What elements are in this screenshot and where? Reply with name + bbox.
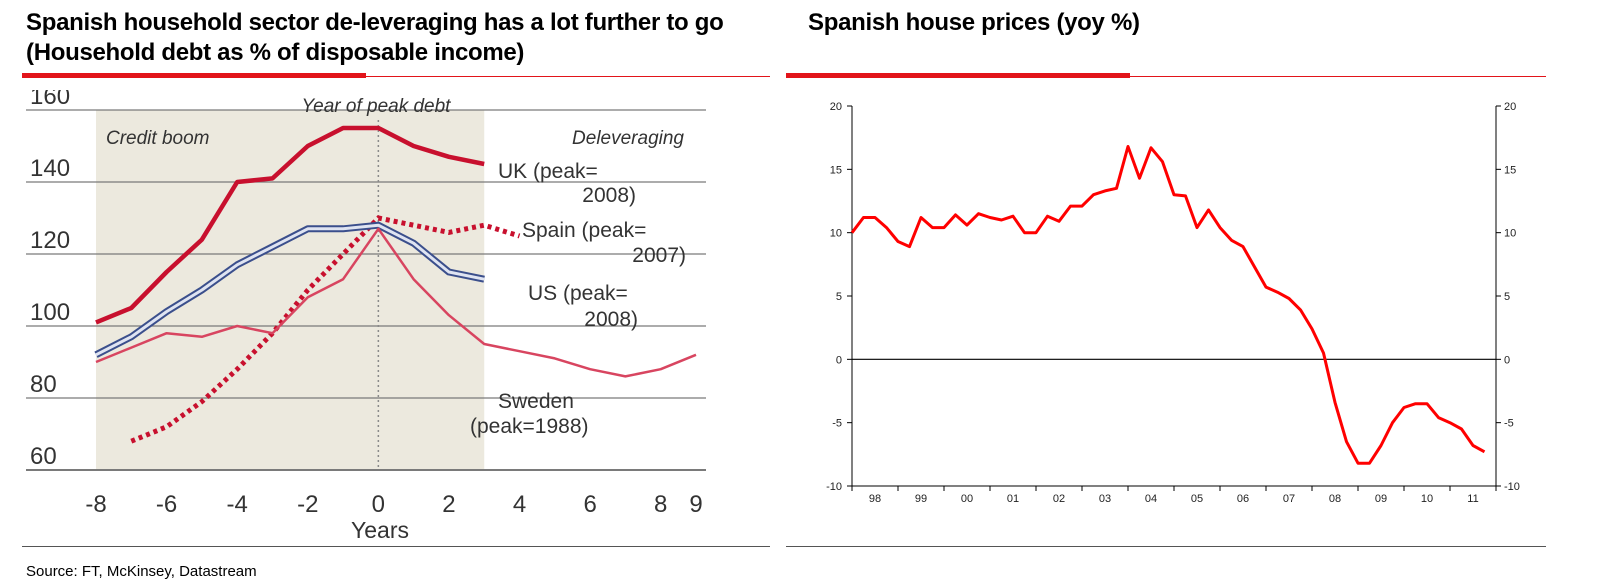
y-tick-right-20: 20 xyxy=(1504,101,1516,113)
x-tick-8: 8 xyxy=(654,491,667,518)
source-note: Source: FT, McKinsey, Datastream xyxy=(26,563,257,580)
us-label-line1: US (peak= xyxy=(528,282,628,305)
uk-label-line2: 2008) xyxy=(582,184,636,207)
x-tick-03: 03 xyxy=(1099,493,1111,505)
y-tick-right-5: 5 xyxy=(1504,291,1510,303)
left-title-line1: Spanish household sector de-leveraging h… xyxy=(26,9,724,36)
y-tick-labels: 60 80 100 120 140 160 xyxy=(30,90,70,470)
series-lines xyxy=(850,145,1486,465)
y-tick-left-15: 15 xyxy=(830,164,842,176)
y-tick-80: 80 xyxy=(30,371,57,398)
house-price-line xyxy=(850,145,1486,465)
sweden-label-line2: (peak=1988) xyxy=(470,415,589,438)
uk-label-line1: UK (peak= xyxy=(498,160,598,183)
right-title-accent-bar xyxy=(786,73,1130,78)
x-tick-10: 10 xyxy=(1421,493,1433,505)
left-chart-title: Spanish household sector de-leveraging h… xyxy=(26,8,786,68)
left-bottom-rule xyxy=(22,546,770,547)
left-title-line2: (Household debt as % of disposable incom… xyxy=(26,39,525,66)
chart-shaded-area xyxy=(96,110,485,470)
left-title-accent-bar xyxy=(22,73,366,78)
series-lines xyxy=(94,125,697,444)
gridlines xyxy=(26,109,706,471)
x-tick-0: 0 xyxy=(372,491,385,518)
credit-boom-annotation: Credit boom xyxy=(106,128,210,149)
spain-label-line2: 2007) xyxy=(632,244,686,267)
y-tick-140: 140 xyxy=(30,155,70,182)
y-tick-left-10: 10 xyxy=(830,228,842,240)
y-tick-labels: -10 -10 -5 -5 0 0 5 5 10 10 15 15 20 20 xyxy=(826,101,1520,493)
y-tick-left-20: 20 xyxy=(830,101,842,113)
y-tick-left-5: 5 xyxy=(836,291,842,303)
spain-label-line1: Spain (peak= xyxy=(522,219,646,242)
x-tick-labels: 98 99 00 01 02 03 04 05 06 07 08 09 10 11 xyxy=(869,493,1479,505)
sweden-label-line1: Sweden xyxy=(498,390,574,413)
uk-line xyxy=(95,125,485,325)
y-tick-100: 100 xyxy=(30,299,70,326)
spain-line xyxy=(130,215,521,444)
peak-year-annotation: Year of peak debt xyxy=(302,96,452,117)
y-tick-right-10: -10 xyxy=(1504,481,1520,493)
x-tick-07: 07 xyxy=(1283,493,1295,505)
left-title-rule xyxy=(22,76,770,77)
y-tick-160: 160 xyxy=(30,90,70,110)
x-axis-label: Years xyxy=(351,517,409,543)
x-tick-11: 11 xyxy=(1467,493,1478,505)
right-title-rule xyxy=(786,76,1546,77)
x-tick-8: -8 xyxy=(85,491,106,518)
sweden-line xyxy=(95,227,697,378)
x-tick-9: 9 xyxy=(689,491,702,518)
x-tick-01: 01 xyxy=(1007,493,1019,505)
right-chart-title: Spanish house prices (yoy %) xyxy=(808,9,1140,36)
x-tick-04: 04 xyxy=(1145,493,1157,505)
household-debt-chart: 60 80 100 120 140 160 -8 -6 -4 -2 0 2 4 6 8 9 Years Ye… xyxy=(26,90,706,543)
x-tick-6: 6 xyxy=(583,491,596,518)
x-tick-06: 06 xyxy=(1237,493,1249,505)
x-tick-4: -4 xyxy=(227,491,248,518)
y-tick-right-10: 10 xyxy=(1504,228,1516,240)
us-label-line2: 2008) xyxy=(584,308,638,331)
x-tick-08: 08 xyxy=(1329,493,1341,505)
y-tick-left-0: 0 xyxy=(836,354,842,366)
right-bottom-rule xyxy=(786,546,1546,547)
x-tick-4: 4 xyxy=(513,491,526,518)
x-tick-00: 00 xyxy=(961,493,973,505)
x-tick-labels: -8 -6 -4 -2 0 2 4 6 8 9 xyxy=(85,491,702,518)
us-line xyxy=(95,223,485,357)
x-tick-99: 99 xyxy=(915,493,927,505)
x-tick-05: 05 xyxy=(1191,493,1203,505)
x-tick-2: -2 xyxy=(297,491,318,518)
x-tick-09: 09 xyxy=(1375,493,1387,505)
y-tick-right-0: 0 xyxy=(1504,354,1510,366)
y-tick-120: 120 xyxy=(30,227,70,254)
y-tick-left-5: -5 xyxy=(832,418,842,430)
x-tick-98: 98 xyxy=(869,493,881,505)
y-tick-right-5: -5 xyxy=(1504,418,1514,430)
chart-axes xyxy=(847,105,1501,491)
y-tick-60: 60 xyxy=(30,443,57,470)
y-tick-left-10: -10 xyxy=(826,481,842,493)
x-tick-2: 2 xyxy=(442,491,455,518)
deleveraging-annotation: Deleveraging xyxy=(572,128,684,149)
x-tick-6: -6 xyxy=(156,491,177,518)
y-tick-right-15: 15 xyxy=(1504,164,1516,176)
x-tick-02: 02 xyxy=(1053,493,1065,505)
